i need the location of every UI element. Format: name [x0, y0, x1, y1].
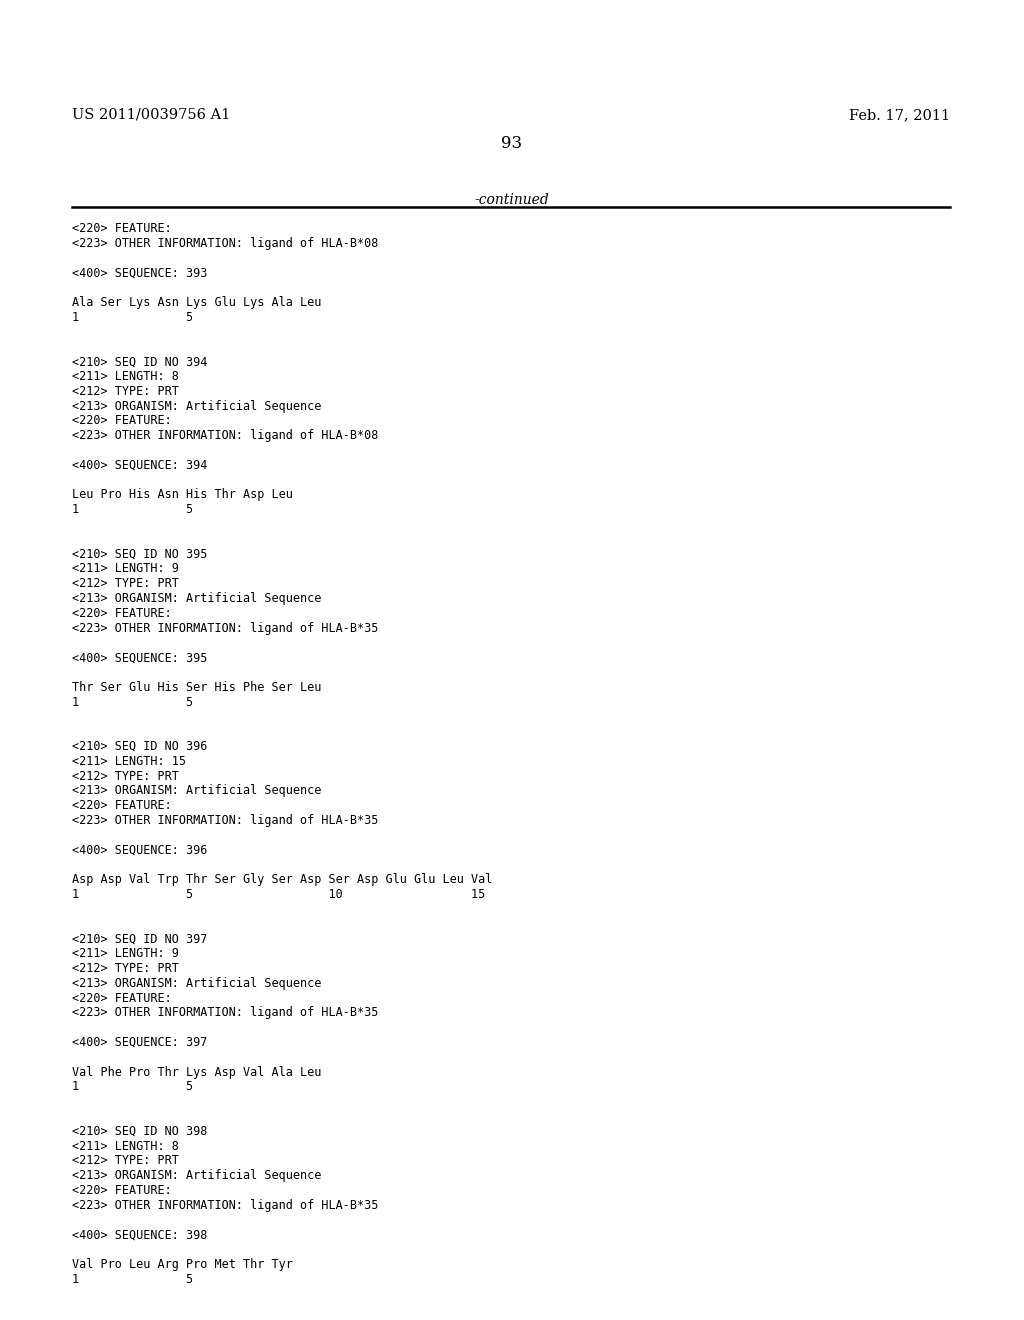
Text: <223> OTHER INFORMATION: ligand of HLA-B*35: <223> OTHER INFORMATION: ligand of HLA-B… [72, 1199, 379, 1212]
Text: <211> LENGTH: 15: <211> LENGTH: 15 [72, 755, 186, 768]
Text: Ala Ser Lys Asn Lys Glu Lys Ala Leu: Ala Ser Lys Asn Lys Glu Lys Ala Leu [72, 296, 322, 309]
Text: Val Pro Leu Arg Pro Met Thr Tyr: Val Pro Leu Arg Pro Met Thr Tyr [72, 1258, 293, 1271]
Text: Val Phe Pro Thr Lys Asp Val Ala Leu: Val Phe Pro Thr Lys Asp Val Ala Leu [72, 1065, 322, 1078]
Text: <223> OTHER INFORMATION: ligand of HLA-B*35: <223> OTHER INFORMATION: ligand of HLA-B… [72, 814, 379, 828]
Text: <220> FEATURE:: <220> FEATURE: [72, 991, 172, 1005]
Text: <210> SEQ ID NO 396: <210> SEQ ID NO 396 [72, 741, 208, 752]
Text: <400> SEQUENCE: 397: <400> SEQUENCE: 397 [72, 1036, 208, 1049]
Text: <220> FEATURE:: <220> FEATURE: [72, 414, 172, 428]
Text: <210> SEQ ID NO 394: <210> SEQ ID NO 394 [72, 355, 208, 368]
Text: <400> SEQUENCE: 398: <400> SEQUENCE: 398 [72, 1229, 208, 1241]
Text: <223> OTHER INFORMATION: ligand of HLA-B*08: <223> OTHER INFORMATION: ligand of HLA-B… [72, 429, 379, 442]
Text: <400> SEQUENCE: 394: <400> SEQUENCE: 394 [72, 459, 208, 471]
Text: <213> ORGANISM: Artificial Sequence: <213> ORGANISM: Artificial Sequence [72, 591, 322, 605]
Text: <212> TYPE: PRT: <212> TYPE: PRT [72, 770, 179, 783]
Text: US 2011/0039756 A1: US 2011/0039756 A1 [72, 108, 230, 121]
Text: <223> OTHER INFORMATION: ligand of HLA-B*08: <223> OTHER INFORMATION: ligand of HLA-B… [72, 236, 379, 249]
Text: <220> FEATURE:: <220> FEATURE: [72, 799, 172, 812]
Text: <212> TYPE: PRT: <212> TYPE: PRT [72, 577, 179, 590]
Text: 1               5: 1 5 [72, 1272, 194, 1286]
Text: <212> TYPE: PRT: <212> TYPE: PRT [72, 385, 179, 397]
Text: <400> SEQUENCE: 395: <400> SEQUENCE: 395 [72, 651, 208, 664]
Text: 1               5: 1 5 [72, 696, 194, 709]
Text: 93: 93 [502, 135, 522, 152]
Text: <211> LENGTH: 9: <211> LENGTH: 9 [72, 948, 179, 960]
Text: 1               5                   10                  15: 1 5 10 15 [72, 888, 485, 902]
Text: Feb. 17, 2011: Feb. 17, 2011 [849, 108, 950, 121]
Text: -continued: -continued [475, 193, 549, 207]
Text: <400> SEQUENCE: 396: <400> SEQUENCE: 396 [72, 843, 208, 857]
Text: <213> ORGANISM: Artificial Sequence: <213> ORGANISM: Artificial Sequence [72, 784, 322, 797]
Text: <220> FEATURE:: <220> FEATURE: [72, 1184, 172, 1197]
Text: <223> OTHER INFORMATION: ligand of HLA-B*35: <223> OTHER INFORMATION: ligand of HLA-B… [72, 1006, 379, 1019]
Text: Leu Pro His Asn His Thr Asp Leu: Leu Pro His Asn His Thr Asp Leu [72, 488, 293, 502]
Text: <211> LENGTH: 9: <211> LENGTH: 9 [72, 562, 179, 576]
Text: <210> SEQ ID NO 395: <210> SEQ ID NO 395 [72, 548, 208, 561]
Text: <212> TYPE: PRT: <212> TYPE: PRT [72, 962, 179, 975]
Text: <210> SEQ ID NO 398: <210> SEQ ID NO 398 [72, 1125, 208, 1138]
Text: Thr Ser Glu His Ser His Phe Ser Leu: Thr Ser Glu His Ser His Phe Ser Leu [72, 681, 322, 694]
Text: <220> FEATURE:: <220> FEATURE: [72, 607, 172, 620]
Text: <210> SEQ ID NO 397: <210> SEQ ID NO 397 [72, 932, 208, 945]
Text: <223> OTHER INFORMATION: ligand of HLA-B*35: <223> OTHER INFORMATION: ligand of HLA-B… [72, 622, 379, 635]
Text: <220> FEATURE:: <220> FEATURE: [72, 222, 172, 235]
Text: <212> TYPE: PRT: <212> TYPE: PRT [72, 1155, 179, 1167]
Text: <213> ORGANISM: Artificial Sequence: <213> ORGANISM: Artificial Sequence [72, 1170, 322, 1183]
Text: Asp Asp Val Trp Thr Ser Gly Ser Asp Ser Asp Glu Glu Leu Val: Asp Asp Val Trp Thr Ser Gly Ser Asp Ser … [72, 874, 493, 886]
Text: 1               5: 1 5 [72, 310, 194, 323]
Text: <213> ORGANISM: Artificial Sequence: <213> ORGANISM: Artificial Sequence [72, 977, 322, 990]
Text: <213> ORGANISM: Artificial Sequence: <213> ORGANISM: Artificial Sequence [72, 400, 322, 413]
Text: <400> SEQUENCE: 393: <400> SEQUENCE: 393 [72, 267, 208, 280]
Text: 1               5: 1 5 [72, 1080, 194, 1093]
Text: 1               5: 1 5 [72, 503, 194, 516]
Text: <211> LENGTH: 8: <211> LENGTH: 8 [72, 370, 179, 383]
Text: <211> LENGTH: 8: <211> LENGTH: 8 [72, 1139, 179, 1152]
